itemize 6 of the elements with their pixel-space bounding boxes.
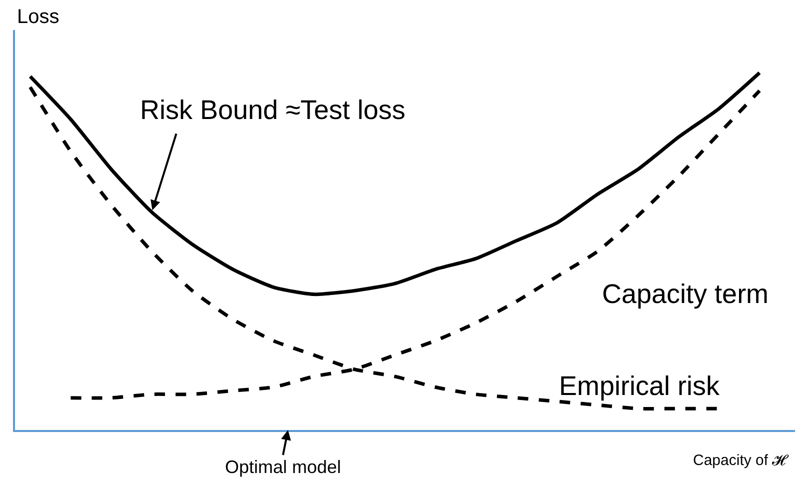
- x-axis-title: Capacity of 𝓗: [693, 452, 790, 469]
- series-label: Risk Bound ≈Test loss: [140, 95, 406, 125]
- text: Optimal model: [225, 457, 342, 477]
- series-label: Capacity term: [602, 279, 769, 309]
- series-label: Empirical risk: [559, 371, 720, 401]
- y-axis-title: Loss: [17, 6, 60, 28]
